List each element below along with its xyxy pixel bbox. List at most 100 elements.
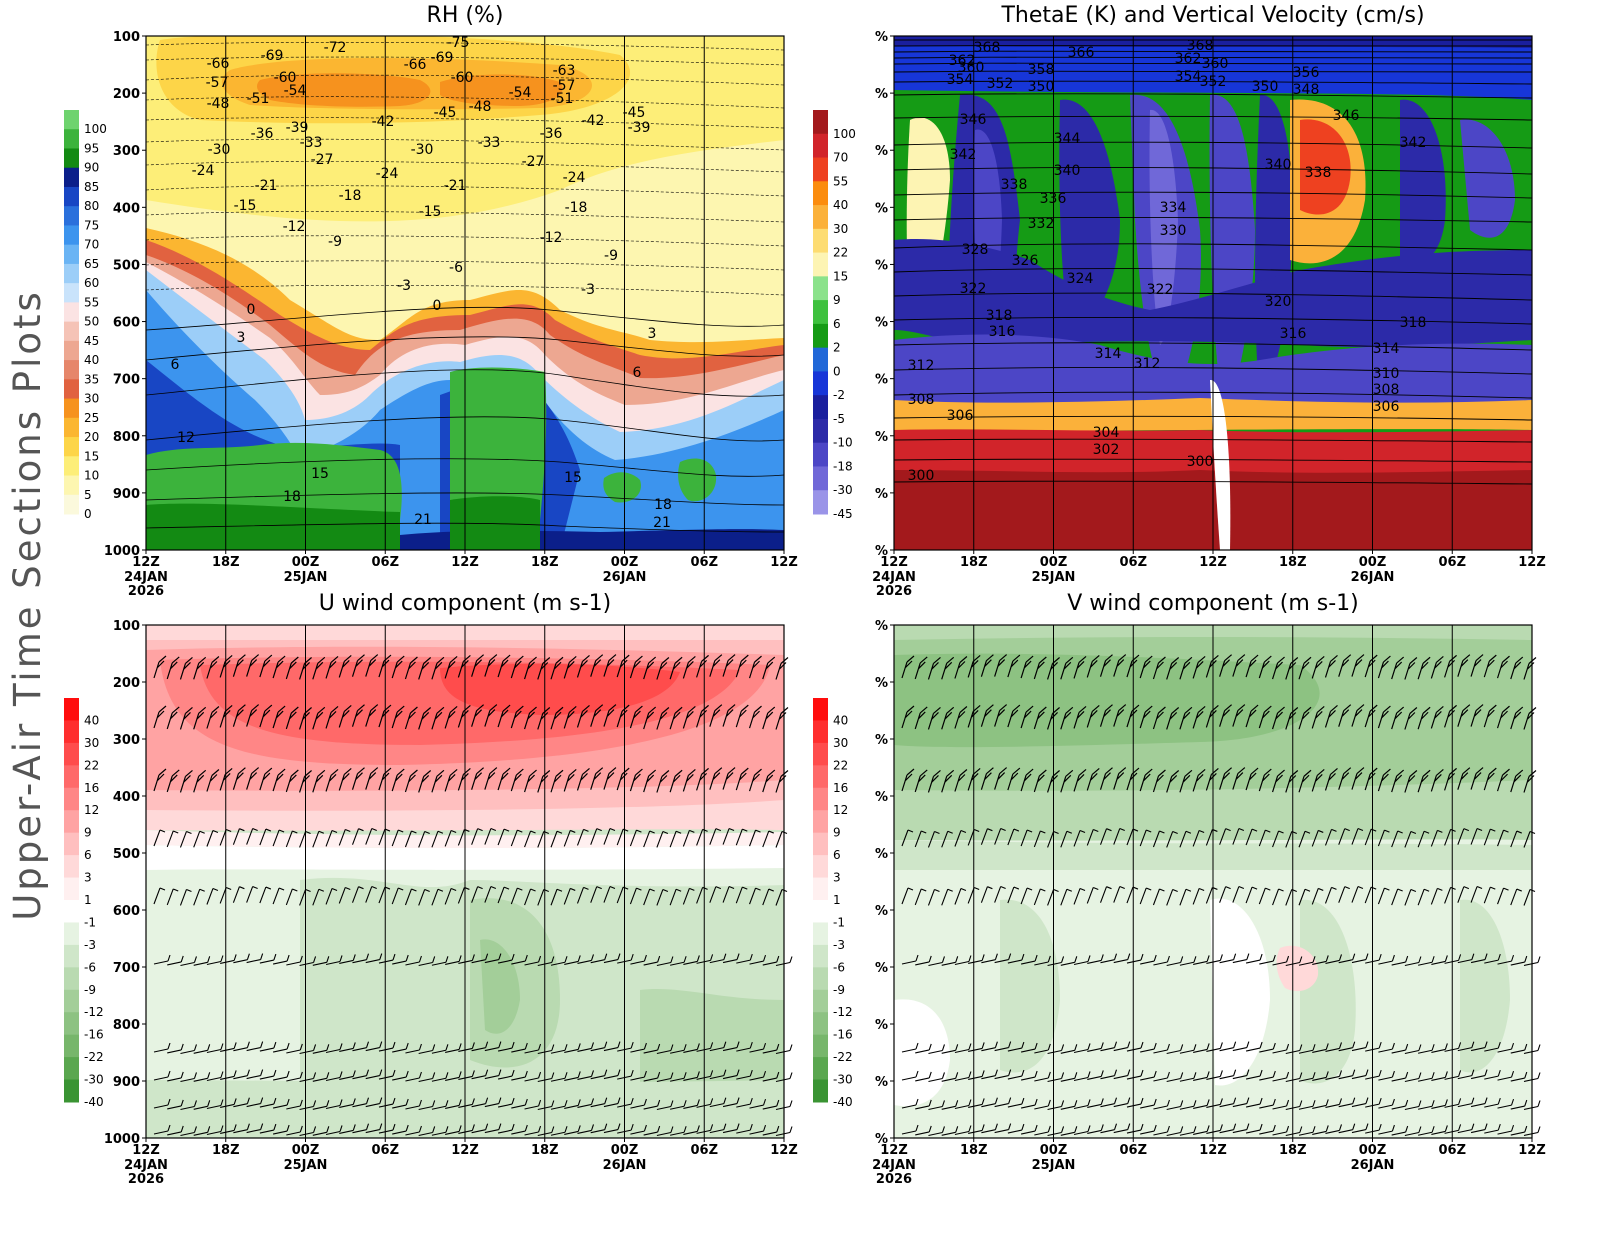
contour-label: 346 xyxy=(1333,108,1360,124)
x-tick-label: 06Z xyxy=(1119,1143,1147,1158)
wind-barb xyxy=(616,767,630,791)
contour-label-bg xyxy=(651,498,675,512)
contour-label: -60 xyxy=(451,70,474,86)
wind-barb xyxy=(193,706,207,730)
wind-barb xyxy=(762,888,774,906)
colorbar-swatch xyxy=(64,167,79,188)
wind-barb xyxy=(524,888,536,906)
wind-barb xyxy=(994,1097,1012,1108)
wind-barb xyxy=(1259,1098,1276,1109)
contour-label-bg xyxy=(1148,283,1172,297)
wind-barb xyxy=(722,767,736,790)
wind-barb xyxy=(1444,1124,1462,1134)
y-tick-label: 200 xyxy=(113,87,140,102)
wind-barb xyxy=(1523,1100,1541,1111)
date-label: 25JAN xyxy=(284,570,328,585)
colorbar-swatch xyxy=(813,228,828,254)
wind-barb xyxy=(994,767,1008,790)
wind-barb xyxy=(524,1043,542,1054)
contour-label-bg xyxy=(550,92,574,106)
wind-barb xyxy=(748,655,762,679)
colorbar-label: -9 xyxy=(84,983,96,997)
wind-barb xyxy=(1099,767,1113,790)
contour-label-bg xyxy=(282,220,306,234)
wind-barb xyxy=(901,1070,919,1081)
contour-label-bg xyxy=(987,309,1011,323)
wind-barb xyxy=(1365,1097,1382,1108)
colorbar-swatch xyxy=(64,787,79,811)
wind-barb xyxy=(1285,1100,1303,1111)
contour-label-bg xyxy=(650,516,674,530)
wind-barb xyxy=(1007,1123,1025,1134)
colorbar-label: -12 xyxy=(833,1005,853,1019)
contour-label-bg xyxy=(1096,347,1120,361)
wind-barb xyxy=(749,887,761,905)
contour-label: 316 xyxy=(1280,326,1307,342)
contour-label: -21 xyxy=(255,178,278,194)
wind-barb xyxy=(1139,768,1153,792)
wind-barb xyxy=(1205,654,1219,678)
wind-barb xyxy=(1020,1042,1038,1053)
wind-barb xyxy=(914,656,928,680)
contour-label: -15 xyxy=(419,204,442,220)
wind-barb xyxy=(1100,1041,1118,1052)
wind-barb xyxy=(1113,767,1127,790)
wind-barb xyxy=(563,705,577,729)
contour-label-bg xyxy=(1266,158,1290,172)
contour-label: -33 xyxy=(300,135,323,151)
y-tick-label: 600 xyxy=(113,904,140,919)
wind-barb xyxy=(670,1126,687,1136)
wind-barb xyxy=(577,1098,595,1108)
wind-barb xyxy=(1404,770,1418,793)
wind-barb xyxy=(1404,1126,1422,1137)
contour-label: -39 xyxy=(286,120,309,136)
wind-barb xyxy=(1192,655,1206,679)
wind-barb xyxy=(1523,956,1541,967)
colorbar-swatch xyxy=(813,832,828,856)
wind-barb xyxy=(1166,657,1180,680)
colorbar-swatch xyxy=(64,398,79,419)
wind-barb xyxy=(994,953,1012,964)
wind-barb xyxy=(603,886,616,903)
wind-barb xyxy=(272,768,286,792)
colorbar-label: 1 xyxy=(84,893,92,907)
wind-barb xyxy=(325,1099,343,1110)
contour-label: 322 xyxy=(960,281,987,297)
wind-barb xyxy=(1272,955,1290,966)
colorbar-label: 100 xyxy=(84,122,107,136)
wind-barb xyxy=(1007,828,1020,846)
contour-label-bg xyxy=(1029,80,1053,94)
wind-barb xyxy=(1060,769,1074,793)
wind-barb xyxy=(1219,886,1231,903)
wind-barb xyxy=(901,768,915,792)
colorbar-swatch xyxy=(64,765,79,789)
colorbar-label: 95 xyxy=(84,141,99,155)
contour-label: 312 xyxy=(908,358,935,374)
x-tick-label: 12Z xyxy=(880,555,908,570)
wind-barb xyxy=(166,830,179,848)
wind-barb xyxy=(709,953,727,964)
colorbar-label: 16 xyxy=(833,781,848,795)
wind-barb xyxy=(352,953,370,964)
wind-barb xyxy=(325,829,338,847)
wind-barb xyxy=(928,1126,945,1137)
wind-barb xyxy=(537,830,549,848)
wind-barb xyxy=(928,1100,945,1111)
x-tick-label: 00Z xyxy=(611,555,639,570)
wind-barb xyxy=(1497,1042,1515,1053)
contour-label-bg xyxy=(627,121,651,135)
wind-barb xyxy=(378,1041,396,1052)
colorbar-swatch xyxy=(64,494,79,515)
x-tick-label: 18Z xyxy=(531,1143,559,1158)
wind-barb xyxy=(537,770,551,793)
wind-barb xyxy=(1444,1098,1462,1108)
wind-barb xyxy=(736,1097,753,1108)
x-tick-label: 06Z xyxy=(1438,555,1466,570)
contour-label: -66 xyxy=(404,57,427,73)
wind-barb xyxy=(1271,769,1285,793)
colorbar-label: 45 xyxy=(84,334,99,348)
wind-barb xyxy=(630,1070,647,1081)
contour-label: 308 xyxy=(908,392,935,408)
wind-barb xyxy=(1457,828,1470,845)
wind-barb xyxy=(1431,1099,1448,1109)
